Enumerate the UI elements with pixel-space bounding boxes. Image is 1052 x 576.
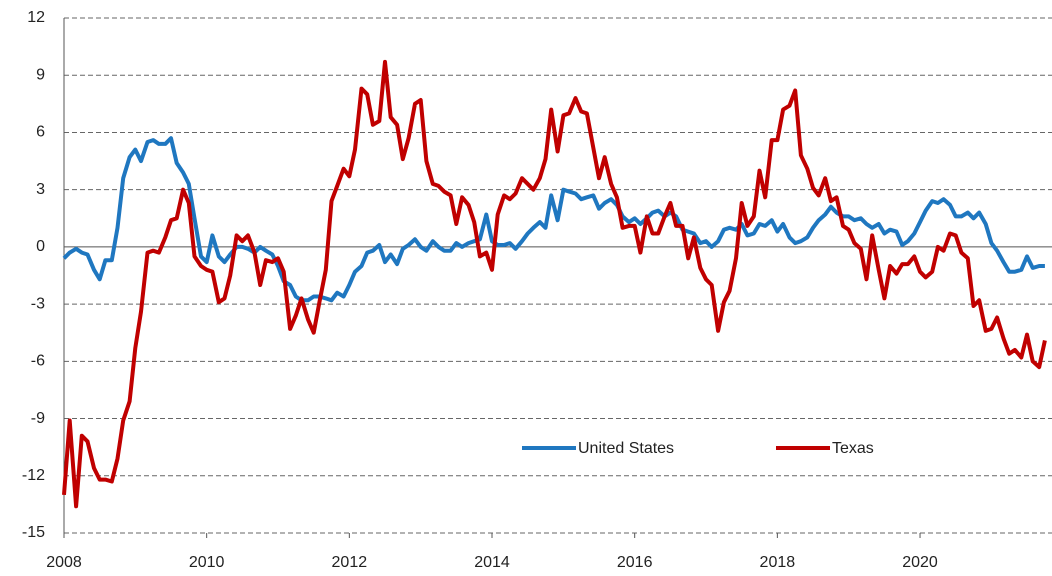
- x-tick-label: 2012: [332, 554, 368, 571]
- y-tick-label: -9: [31, 410, 45, 427]
- y-tick-label: 12: [27, 9, 45, 26]
- y-tick-label: 3: [36, 181, 45, 198]
- y-tick-label: 0: [36, 238, 45, 255]
- y-tick-label: -15: [22, 524, 45, 541]
- y-tick-label: -6: [31, 353, 45, 370]
- y-tick-label: 9: [36, 66, 45, 83]
- y-tick-label: 6: [36, 124, 45, 141]
- x-tick-label: 2008: [46, 554, 82, 571]
- y-tick-label: -12: [22, 467, 45, 484]
- legend-label: United States: [578, 440, 674, 457]
- y-tick-label: -3: [31, 295, 45, 312]
- x-tick-label: 2018: [760, 554, 796, 571]
- series-line: [62, 59, 1047, 509]
- x-tick-label: 2016: [617, 554, 653, 571]
- x-tick-label: 2014: [474, 554, 510, 571]
- x-tick-label: 2010: [189, 554, 225, 571]
- x-tick-label: 2020: [902, 554, 938, 571]
- series-line: [62, 136, 1045, 303]
- legend-label: Texas: [832, 440, 874, 457]
